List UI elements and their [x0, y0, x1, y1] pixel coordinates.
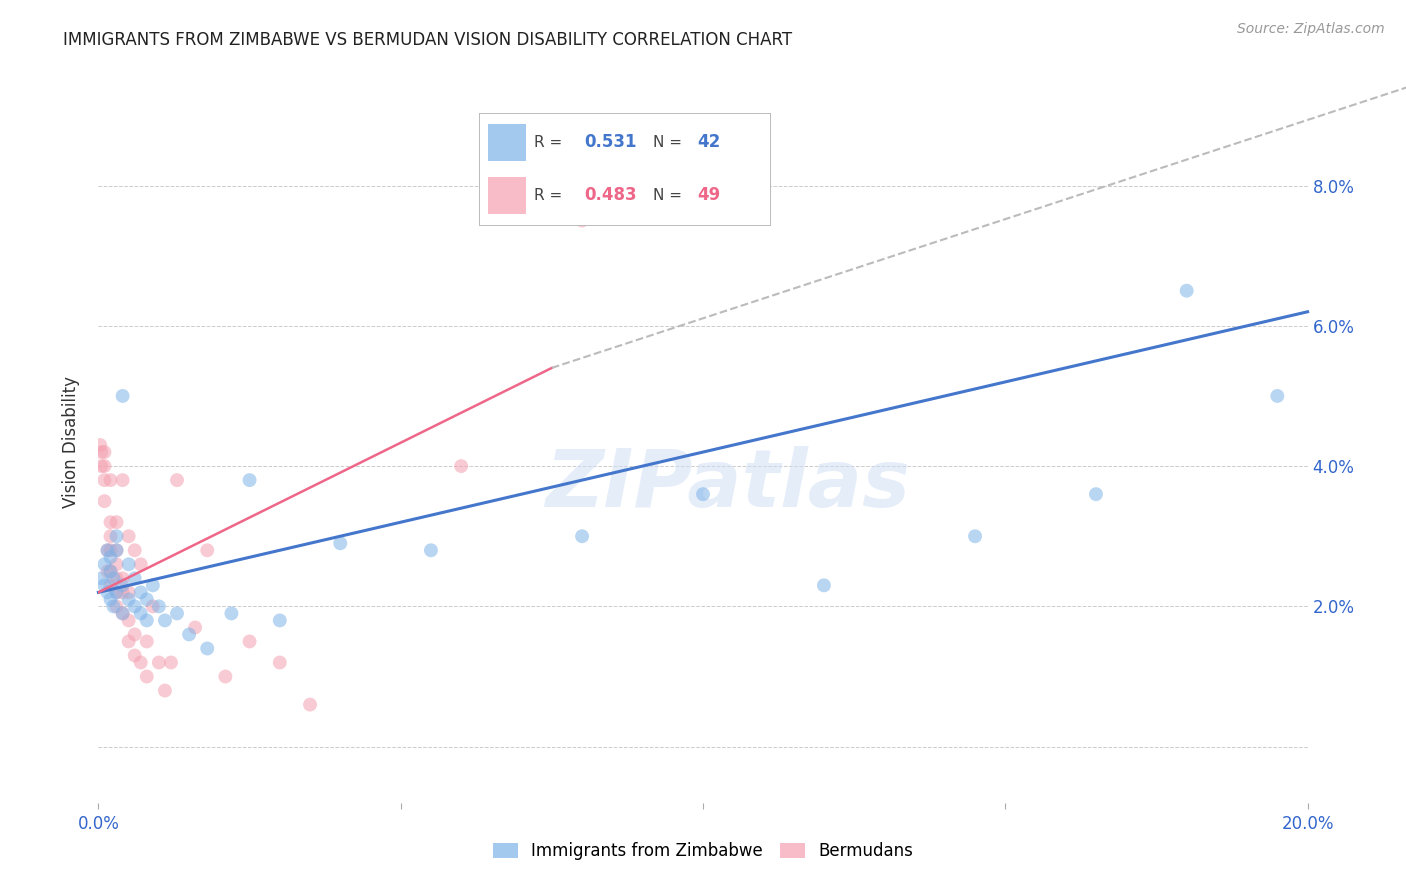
Point [135, 614, 157, 628]
Point [142, 578, 165, 592]
Point [124, 599, 146, 614]
Point [221, 607, 243, 621]
Point [166, 607, 188, 621]
Point [166, 473, 188, 487]
Point [118, 614, 141, 628]
Point [142, 599, 165, 614]
Point [90, 459, 112, 474]
Point [129, 607, 152, 621]
Point [100, 592, 122, 607]
Point [135, 634, 157, 648]
Point [105, 515, 128, 529]
Legend: Immigrants from Zimbabwe, Bermudans: Immigrants from Zimbabwe, Bermudans [486, 836, 920, 867]
Point [118, 592, 141, 607]
Point [179, 627, 201, 641]
Point [100, 529, 122, 543]
Point [124, 571, 146, 585]
Point [813, 578, 835, 592]
Y-axis label: Vision Disability: Vision Disability [62, 376, 80, 508]
Point [105, 571, 128, 585]
Point [90, 445, 112, 459]
Point [153, 614, 176, 628]
Point [96, 585, 118, 599]
Point [450, 459, 472, 474]
Point [100, 578, 122, 592]
Point [100, 564, 122, 578]
Point [105, 585, 128, 599]
Point [100, 515, 122, 529]
Point [148, 599, 170, 614]
Point [96, 543, 118, 558]
Point [214, 669, 236, 683]
Point [153, 683, 176, 698]
Point [118, 558, 141, 572]
Point [1267, 389, 1289, 403]
Point [111, 578, 134, 592]
Point [195, 543, 218, 558]
Point [93, 473, 115, 487]
Point [1085, 487, 1108, 501]
Point [103, 599, 125, 614]
Point [692, 487, 714, 501]
Point [105, 599, 128, 614]
Point [124, 648, 146, 663]
Point [329, 536, 352, 550]
Point [135, 592, 157, 607]
Point [105, 529, 128, 543]
Point [124, 627, 146, 641]
Point [105, 585, 128, 599]
Point [93, 445, 115, 459]
Point [148, 656, 170, 670]
Point [93, 578, 115, 592]
Point [129, 585, 152, 599]
Point [111, 571, 134, 585]
Point [129, 558, 152, 572]
Point [111, 607, 134, 621]
Text: Source: ZipAtlas.com: Source: ZipAtlas.com [1237, 22, 1385, 37]
Point [299, 698, 322, 712]
Point [269, 656, 291, 670]
Point [124, 543, 146, 558]
Point [90, 571, 112, 585]
Point [105, 558, 128, 572]
Point [129, 656, 152, 670]
Point [111, 607, 134, 621]
Point [184, 620, 207, 634]
Point [269, 614, 291, 628]
Point [239, 473, 262, 487]
Point [571, 213, 593, 227]
Point [103, 571, 125, 585]
Point [965, 529, 987, 543]
Point [105, 543, 128, 558]
Point [100, 543, 122, 558]
Point [96, 564, 118, 578]
Point [89, 438, 111, 452]
Point [420, 543, 443, 558]
Point [111, 473, 134, 487]
Point [111, 389, 134, 403]
Point [93, 459, 115, 474]
Point [1175, 284, 1198, 298]
Point [195, 641, 218, 656]
Point [118, 529, 141, 543]
Point [160, 656, 183, 670]
Point [239, 634, 262, 648]
Point [100, 550, 122, 565]
Point [111, 585, 134, 599]
Text: IMMIGRANTS FROM ZIMBABWE VS BERMUDAN VISION DISABILITY CORRELATION CHART: IMMIGRANTS FROM ZIMBABWE VS BERMUDAN VIS… [63, 31, 793, 49]
Point [135, 669, 157, 683]
Point [571, 529, 593, 543]
Point [93, 494, 115, 508]
Point [105, 543, 128, 558]
Point [93, 558, 115, 572]
Point [118, 634, 141, 648]
Point [96, 543, 118, 558]
Text: ZIPatlas: ZIPatlas [544, 446, 910, 524]
Point [100, 564, 122, 578]
Point [100, 473, 122, 487]
Point [118, 585, 141, 599]
